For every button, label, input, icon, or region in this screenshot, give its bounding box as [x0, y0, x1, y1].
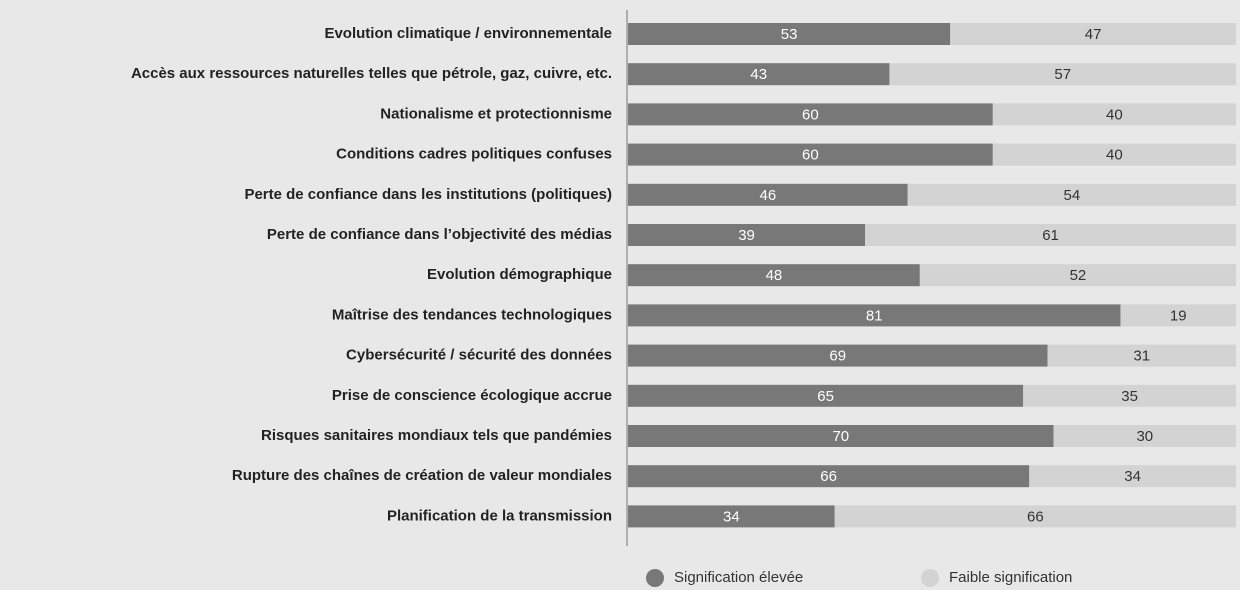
value-label: 65: [817, 388, 834, 405]
bar-segment: [628, 505, 835, 528]
legend-label: Signification élevée: [674, 569, 803, 586]
value-label: 66: [1027, 508, 1044, 525]
legend-swatch: [646, 569, 664, 587]
value-label: 34: [723, 508, 740, 525]
bar-segment: [628, 103, 993, 126]
bar-segment: [919, 264, 1236, 287]
category-label: Perte de confiance dans les institutions…: [244, 186, 612, 203]
value-label: 35: [1121, 388, 1138, 405]
bar-segment: [834, 505, 1236, 528]
bar-segment: [628, 344, 1048, 367]
category-label: Planification de la transmission: [387, 507, 612, 524]
bar-segment: [992, 103, 1236, 126]
bar-segment: [907, 183, 1236, 206]
bar-segment: [1053, 425, 1236, 447]
legend-label: Faible signification: [949, 569, 1072, 586]
bar-segment: [865, 224, 1236, 246]
bar-segment: [628, 425, 1054, 447]
bar-segment: [1047, 344, 1236, 367]
category-label: Cybersécurité / sécurité des données: [346, 347, 612, 364]
bar-segment: [950, 23, 1236, 45]
category-label: Evolution démographique: [427, 266, 612, 283]
bar-segment: [1023, 384, 1236, 407]
value-label: 52: [1070, 267, 1087, 284]
bar-segment: [992, 143, 1236, 166]
bar-segment: [628, 224, 866, 246]
category-label: Nationalisme et protectionnisme: [380, 105, 612, 122]
bar-segment: [1029, 465, 1236, 488]
category-label: Prise de conscience écologique accrue: [332, 387, 612, 404]
value-label: 34: [1124, 468, 1141, 485]
value-label: 30: [1136, 428, 1153, 445]
category-label: Perte de confiance dans l’objectivité de…: [267, 226, 612, 243]
bar-segment: [628, 183, 908, 206]
value-label: 57: [1054, 66, 1071, 83]
bar-segment: [628, 23, 951, 45]
category-label: Rupture des chaînes de création de valeu…: [232, 467, 612, 484]
value-label: 54: [1063, 187, 1080, 204]
value-label: 60: [802, 147, 819, 164]
bar-segment: [889, 63, 1236, 86]
value-label: 39: [738, 227, 755, 244]
value-label: 69: [829, 348, 846, 365]
value-label: 61: [1042, 227, 1059, 244]
value-label: 40: [1106, 147, 1123, 164]
value-label: 40: [1106, 106, 1123, 123]
bar-segment: [628, 465, 1030, 488]
value-label: 66: [820, 468, 837, 485]
value-label: 48: [766, 267, 783, 284]
bar-segment: [628, 264, 920, 287]
category-label: Maîtrise des tendances technologiques: [332, 306, 612, 323]
value-label: 47: [1085, 26, 1102, 43]
category-label: Accès aux ressources naturelles telles q…: [131, 65, 612, 82]
bar-segment: [628, 384, 1024, 407]
value-label: 31: [1133, 348, 1150, 365]
legend-swatch: [921, 569, 939, 587]
value-label: 46: [759, 187, 776, 204]
value-label: 43: [750, 66, 767, 83]
value-label: 70: [832, 428, 849, 445]
category-label: Risques sanitaires mondiaux tels que pan…: [261, 427, 612, 444]
value-label: 19: [1170, 307, 1187, 324]
value-label: 53: [781, 26, 798, 43]
category-label: Evolution climatique / environnementale: [324, 25, 612, 42]
bar-segment: [1120, 304, 1236, 327]
value-label: 60: [802, 106, 819, 123]
bar-segment: [628, 143, 993, 166]
value-label: 81: [866, 307, 883, 324]
bar-segment: [628, 63, 890, 86]
category-label: Conditions cadres politiques confuses: [336, 146, 612, 163]
bar-segment: [628, 304, 1121, 327]
